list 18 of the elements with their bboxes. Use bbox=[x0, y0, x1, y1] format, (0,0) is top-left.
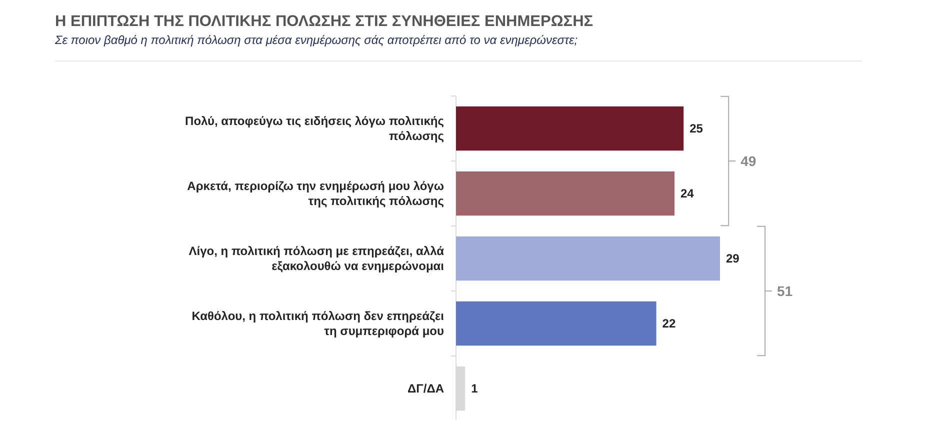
text: 51 bbox=[777, 282, 793, 299]
data-label: 22 bbox=[662, 316, 676, 331]
y-tick-label: Καθόλου, η πολιτική πόλωση δεν επηρεάζει τη συμπεριφορά μου bbox=[192, 309, 444, 338]
data-label: 1 bbox=[471, 382, 478, 396]
y-tick-label: Λίγο, η πολιτική πόλωση με επηρεάζει, αλλά εξακολουθώ να ενημερώνομαι bbox=[188, 244, 445, 274]
text: Η ΕΠΙΠΤΩΣΗ ΤΗΣ ΠΟΛΙΤΙΚΗΣ ΠΟΛΩΣΗΣ ΣΤΙΣ ΣΥΝΗΘΕΙΕΣ ΕΝΗΜΕΡΩΣΗΣ bbox=[55, 13, 594, 30]
text: 49 bbox=[740, 152, 756, 169]
y-tick-label: ΔΓ/ΔΑ bbox=[408, 382, 444, 396]
y-tick-label: Αρκετά, περιορίζω την ενημέρωσή μου λόγω της πολιτικής πόλωσης bbox=[187, 179, 444, 208]
data-label: 25 bbox=[690, 122, 704, 136]
text: Σε ποιον βαθμό η πολιτική πόλωση στα μέσα ενημέρωσης σάς αποτρέπει από το να ενημερώνεστε; bbox=[54, 33, 578, 47]
bar bbox=[456, 171, 674, 216]
bar bbox=[456, 301, 656, 346]
data-label: 29 bbox=[726, 252, 740, 266]
bar bbox=[456, 236, 720, 281]
data-label: 24 bbox=[680, 186, 694, 201]
y-tick-label: Πολύ, αποφεύγω τις ειδήσεις λόγω πολιτικής πόλωσης bbox=[185, 114, 444, 144]
bar bbox=[456, 106, 684, 151]
